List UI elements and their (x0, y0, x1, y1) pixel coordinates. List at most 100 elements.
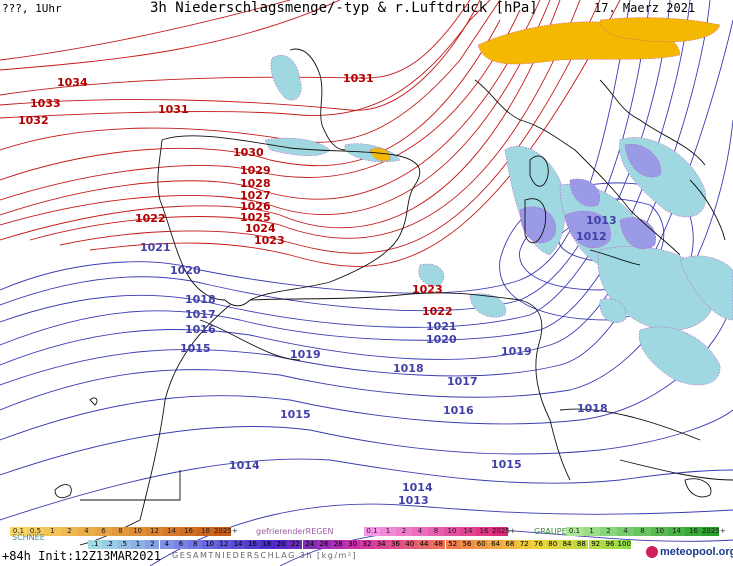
isobar-label: 1019 (290, 348, 321, 361)
legend-swatch: 22 (288, 540, 303, 549)
legend-swatch: 18 (197, 527, 214, 536)
map-title: 3h Niederschlagsmenge/-typ & r.Luftdruck… (150, 0, 538, 16)
legend-swatch: 26 (316, 540, 332, 549)
legend-swatch: 2025+ (702, 527, 726, 536)
snow-areas (519, 143, 662, 250)
legend-swatch: 8 (112, 527, 129, 536)
legend-swatch: 16 (476, 527, 492, 536)
run-label: ???, 1Uhr (2, 2, 62, 15)
legend-swatch: .1 (88, 540, 103, 549)
legend-swatch: 18 (259, 540, 274, 549)
rain-areas (264, 55, 733, 386)
isobar-label: 1015 (180, 342, 211, 355)
legend-swatch: 56 (459, 540, 475, 549)
legend-swatch: 34 (374, 540, 389, 549)
legend-swatch: 28 (331, 540, 346, 549)
valid-date: 17. Maerz 2021 (594, 1, 696, 15)
isobar-label: 1030 (233, 146, 264, 159)
legend-swatch: 8 (188, 540, 203, 549)
isobar-label: 1033 (30, 97, 61, 110)
legend-swatch: 8 (428, 527, 444, 536)
isobar-label: 1027 (240, 189, 271, 202)
legend-swatch: 1 (583, 527, 600, 536)
legend-swatch: 4 (159, 540, 174, 549)
isobar-label: 1029 (240, 164, 271, 177)
legend-snow-label: SCHNEE (12, 533, 45, 542)
legend-swatch: 2 (145, 540, 160, 549)
isobar-label: 1024 (245, 222, 276, 235)
legend-swatch: 4 (412, 527, 428, 536)
legend-swatch: 48 (431, 540, 446, 549)
legend-swatch: 76 (531, 540, 546, 549)
legend-swatch: 88 (574, 540, 589, 549)
legend-swatch: 92 (588, 540, 603, 549)
legend-swatch: 16 (180, 527, 197, 536)
isobar-label: 1015 (280, 408, 311, 421)
legend-graupel-label: GRAUPEL (534, 527, 572, 536)
isobar-label: 1022 (422, 305, 453, 318)
legend-freezing-rain-label: gefrierenderREGEN (256, 527, 334, 536)
isobar-label: 1023 (254, 234, 285, 247)
legend-swatch: 10 (651, 527, 668, 536)
legend-swatch: 84 (559, 540, 575, 549)
legend-swatch: 12 (146, 527, 163, 536)
isobar-label: 1023 (412, 283, 443, 296)
legend-swatch: 14 (231, 540, 246, 549)
legend-swatch: 0.1 (566, 527, 583, 536)
isobar-label: 1018 (577, 402, 608, 415)
legend-swatch: 2 (600, 527, 617, 536)
logo-circle-icon (646, 546, 658, 558)
legend-swatch: 0.1 (364, 527, 380, 536)
init-time: +84h Init:12Z13MAR2021 (2, 549, 161, 563)
legend-swatch: 44 (416, 540, 432, 549)
isobar-label: 1018 (393, 362, 424, 375)
legend-swatch: 10 (129, 527, 146, 536)
legend-swatch: 2025+ (492, 527, 516, 536)
legend-swatch: 10 (444, 527, 460, 536)
legend-swatch: 36 (388, 540, 403, 549)
isobar-label: 1021 (140, 241, 171, 254)
meteopool-logo: meteopool.org (646, 546, 733, 558)
legend-swatch: 60 (474, 540, 489, 549)
legend-swatch: 2 (61, 527, 78, 536)
legend-swatch: 16 (245, 540, 260, 549)
legend-swatch: 0.1 (10, 527, 27, 536)
isobar-label: 1020 (170, 264, 201, 277)
legend-swatch: 1 (44, 527, 61, 536)
legend-swatch: 2025+ (214, 527, 238, 536)
coastlines (54, 48, 733, 546)
legend-swatch: 80 (545, 540, 560, 549)
isobar-label: 1017 (447, 375, 478, 388)
legend-swatch: 72 (517, 540, 532, 549)
legend-swatch: 8 (634, 527, 651, 536)
legend-swatch: .2 (102, 540, 117, 549)
legend-swatch: 32 (359, 540, 374, 549)
legend-swatch: 0.5 (27, 527, 44, 536)
legend-swatch: 24 (302, 540, 317, 549)
legend-swatch: 10 (202, 540, 217, 549)
legend-swatch: 96 (602, 540, 618, 549)
legend-swatch: 4 (617, 527, 634, 536)
legend-swatch: 6 (173, 540, 189, 549)
legend-swatch: 16 (685, 527, 702, 536)
isobar-label: 1025 (240, 211, 271, 224)
isobar-label: 1016 (443, 404, 474, 417)
legend-swatch: 14 (668, 527, 685, 536)
legend-swatch: 64 (488, 540, 503, 549)
isobar-label: 1014 (402, 481, 433, 494)
isobar-label: 1032 (18, 114, 49, 127)
legend-swatch: 6 (95, 527, 112, 536)
isobar-label: 1013 (586, 214, 617, 227)
legend-swatch: 68 (502, 540, 517, 549)
legend-swatch: 52 (445, 540, 460, 549)
isobar-labels-low: 1021 1020 1018 1017 1016 1015 1021 1020 … (140, 214, 617, 507)
isobar-label: 1014 (229, 459, 260, 472)
isobar-label: 1018 (185, 293, 216, 306)
isobar-label: 1021 (426, 320, 457, 333)
logo-text: meteopool.org (660, 546, 733, 558)
legend-swatch: .5 (116, 540, 131, 549)
legend-swatch: 1 (380, 527, 396, 536)
isobar-label: 1022 (135, 212, 166, 225)
isobar-label: 1017 (185, 308, 216, 321)
